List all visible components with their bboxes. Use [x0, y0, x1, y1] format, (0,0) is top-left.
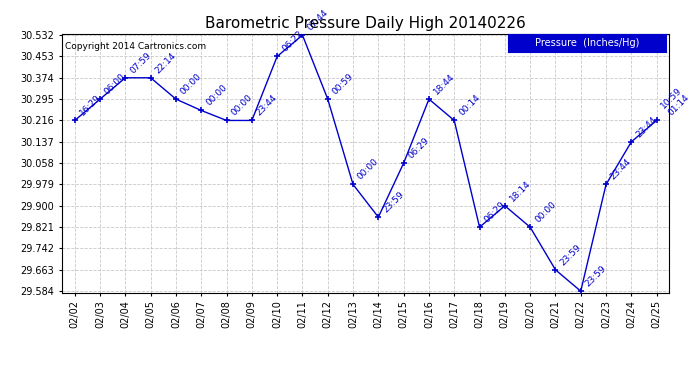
Text: 22:14: 22:14	[153, 51, 178, 75]
Text: 00:00: 00:00	[533, 200, 558, 224]
Text: 06:29: 06:29	[406, 136, 431, 160]
Text: 07:44: 07:44	[305, 8, 330, 32]
Text: Copyright 2014 Cartronics.com: Copyright 2014 Cartronics.com	[65, 42, 206, 51]
Text: 16:29: 16:29	[77, 93, 102, 118]
Text: 23:59: 23:59	[584, 264, 608, 288]
Text: 00:00: 00:00	[204, 83, 228, 108]
Text: 23:44: 23:44	[609, 157, 633, 182]
Text: 07:59: 07:59	[128, 50, 152, 75]
Text: 23:44: 23:44	[255, 93, 279, 118]
Text: 00:14: 00:14	[457, 93, 482, 118]
Title: Barometric Pressure Daily High 20140226: Barometric Pressure Daily High 20140226	[206, 16, 526, 31]
Text: 00:59: 00:59	[331, 72, 355, 96]
Text: 06:29: 06:29	[482, 200, 507, 224]
Text: 23:59: 23:59	[381, 190, 406, 214]
Text: 18:44: 18:44	[432, 72, 456, 96]
Text: 00:00: 00:00	[179, 72, 204, 96]
Text: 23:59: 23:59	[558, 243, 583, 267]
Text: 23:44: 23:44	[634, 115, 658, 139]
Text: 06:22: 06:22	[280, 29, 304, 54]
Text: 00:00: 00:00	[356, 157, 380, 182]
Text: 18:14: 18:14	[508, 178, 532, 203]
Text: 06:00: 06:00	[103, 72, 128, 96]
Text: 00:00: 00:00	[229, 93, 254, 118]
Text: 10:59
01:14: 10:59 01:14	[660, 86, 690, 118]
